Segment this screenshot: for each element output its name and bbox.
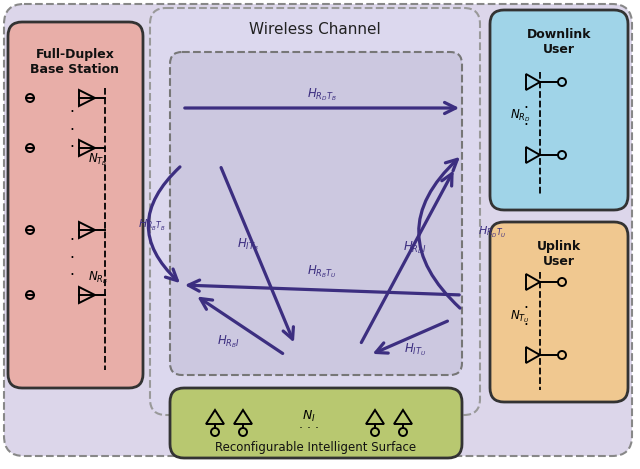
FancyBboxPatch shape	[490, 10, 628, 210]
Text: $H_{R_D T_U}$: $H_{R_D T_U}$	[478, 225, 507, 240]
FancyArrowPatch shape	[148, 167, 180, 280]
FancyBboxPatch shape	[170, 388, 462, 458]
Text: $N_{T_B}$: $N_{T_B}$	[88, 151, 108, 168]
Text: $H_{R_B I}$: $H_{R_B I}$	[216, 334, 239, 350]
FancyArrowPatch shape	[419, 159, 460, 308]
Text: Reconfigurable Intelligent Surface: Reconfigurable Intelligent Surface	[216, 441, 417, 454]
Text: $H_{IT_U}$: $H_{IT_U}$	[404, 342, 426, 358]
Text: ·
·
·: · · ·	[70, 105, 74, 155]
Text: Uplink
User: Uplink User	[537, 240, 581, 268]
FancyBboxPatch shape	[490, 222, 628, 402]
FancyBboxPatch shape	[8, 22, 143, 388]
FancyArrowPatch shape	[221, 167, 293, 339]
FancyBboxPatch shape	[4, 4, 632, 456]
Text: $N_{T_U}$: $N_{T_U}$	[510, 309, 530, 325]
FancyArrowPatch shape	[376, 321, 447, 353]
Text: Wireless Channel: Wireless Channel	[249, 23, 381, 38]
Text: $N_I$: $N_I$	[302, 408, 316, 424]
Text: $H_{IT_B}$: $H_{IT_B}$	[237, 237, 259, 253]
FancyBboxPatch shape	[170, 52, 462, 375]
Text: Downlink
User: Downlink User	[527, 28, 591, 56]
Text: ·
·
·: · · ·	[524, 83, 529, 133]
Text: $H_{R_B T_B}$: $H_{R_B T_B}$	[138, 218, 166, 233]
Text: $H_{R_D I}$: $H_{R_D I}$	[403, 240, 427, 256]
FancyArrowPatch shape	[200, 299, 283, 354]
FancyBboxPatch shape	[150, 8, 480, 415]
FancyArrowPatch shape	[362, 174, 452, 342]
FancyArrowPatch shape	[188, 280, 460, 295]
Text: ·
·
·: · · ·	[524, 283, 529, 333]
Text: ·
·
·: · · ·	[70, 233, 74, 283]
Text: $N_{R_B}$: $N_{R_B}$	[88, 270, 108, 286]
Text: $H_{R_D T_B}$: $H_{R_D T_B}$	[307, 87, 337, 103]
Text: · · ·: · · ·	[299, 422, 319, 434]
FancyArrowPatch shape	[185, 102, 456, 113]
Text: $H_{R_B T_U}$: $H_{R_B T_U}$	[307, 264, 337, 280]
Text: Full-Duplex
Base Station: Full-Duplex Base Station	[31, 48, 120, 76]
Text: $N_{R_D}$: $N_{R_D}$	[510, 108, 531, 124]
